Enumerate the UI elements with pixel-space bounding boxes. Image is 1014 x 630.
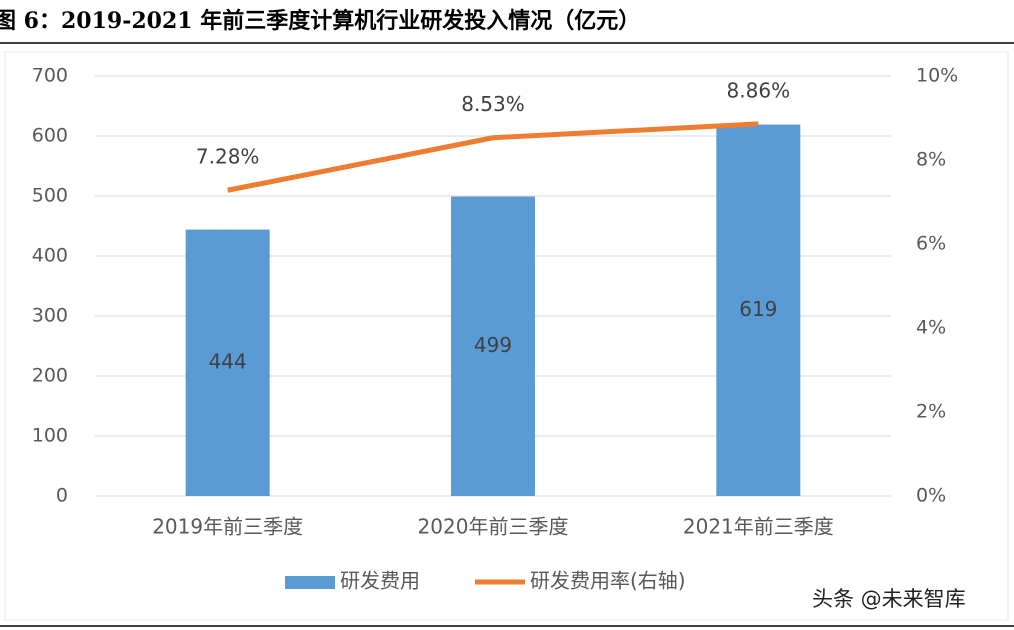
bar-value-label: 444 — [209, 349, 247, 373]
line-value-label: 8.86% — [727, 78, 791, 102]
y-tick-label: 700 — [32, 65, 68, 87]
y2-tick-label: 2% — [916, 401, 946, 423]
bar — [451, 196, 535, 496]
legend-label: 研发费用 — [340, 569, 420, 593]
x-tick-label: 2020年前三季度 — [418, 515, 569, 539]
chart-frame — [4, 51, 1009, 621]
y-tick-label: 500 — [32, 185, 68, 207]
legend-label: 研发费用率(右轴) — [530, 569, 686, 593]
bar-value-label: 619 — [739, 297, 777, 321]
legend-swatch — [285, 576, 335, 589]
y2-tick-label: 8% — [916, 149, 946, 171]
bar — [185, 229, 270, 496]
x-tick-label: 2021年前三季度 — [683, 515, 834, 539]
y2-tick-label: 4% — [916, 317, 946, 339]
line-value-label: 7.28% — [196, 145, 260, 169]
line — [227, 121, 759, 193]
x-tick-label: 2019年前三季度 — [152, 515, 303, 539]
y-tick-label: 300 — [32, 305, 68, 327]
bar — [716, 124, 801, 496]
y-tick-label: 400 — [32, 245, 68, 267]
chart-title: 图 6：2019-2021 年前三季度计算机行业研发投入情况（亿元） — [0, 8, 640, 34]
y-tick-label: 100 — [32, 425, 68, 447]
y-tick-label: 0 — [56, 485, 68, 507]
y-tick-label: 600 — [32, 125, 68, 147]
y2-tick-label: 6% — [916, 233, 946, 255]
watermark: 头条 @未来智库 — [812, 587, 966, 611]
line-value-label: 8.53% — [461, 92, 525, 116]
bar-value-label: 499 — [474, 333, 512, 357]
y2-tick-label: 10% — [916, 65, 958, 87]
y2-tick-label: 0% — [916, 485, 946, 507]
y-tick-label: 200 — [32, 365, 68, 387]
